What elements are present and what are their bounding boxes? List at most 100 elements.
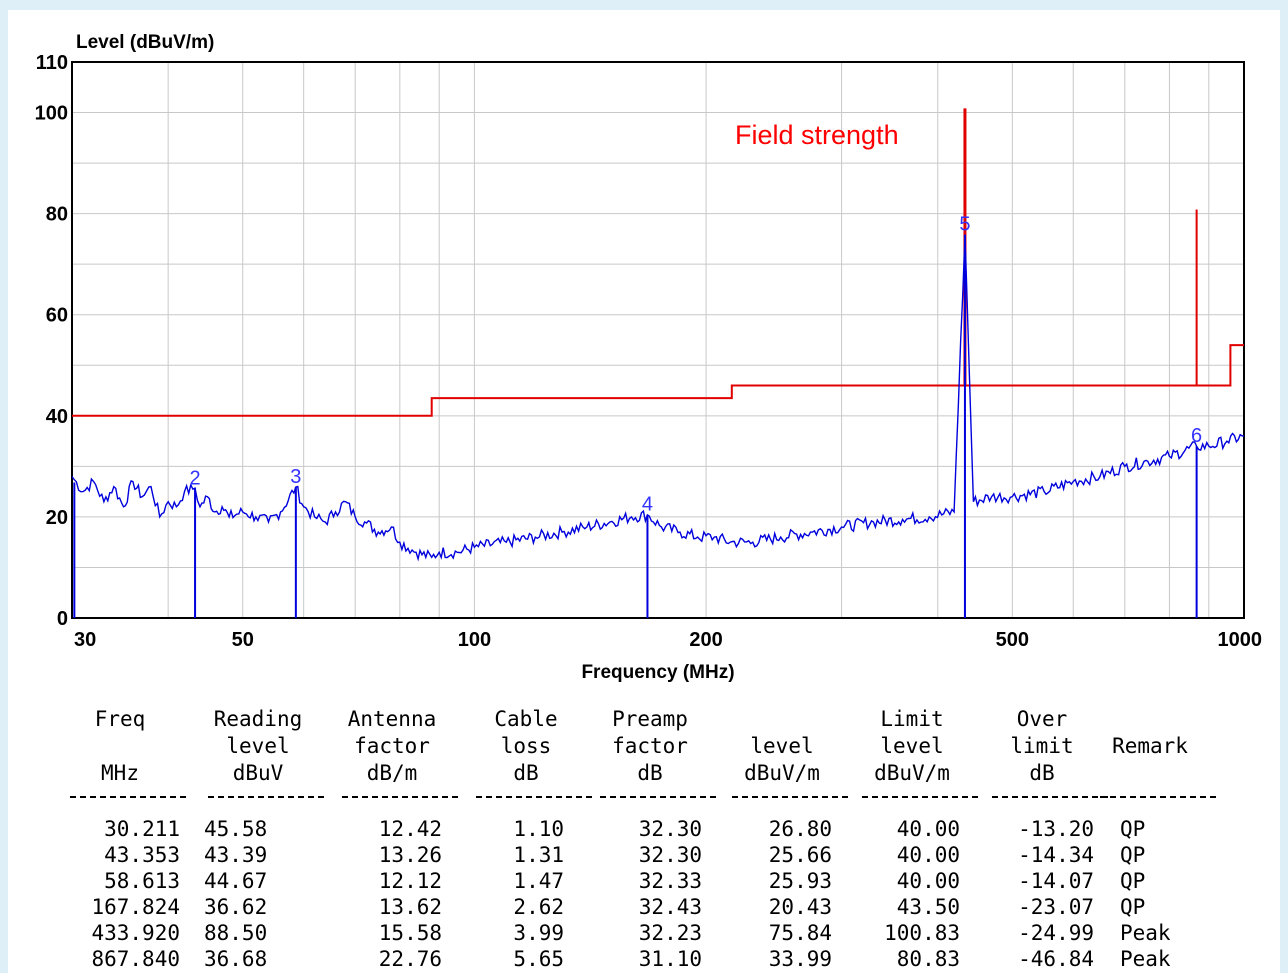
- table-row: 58.613 44.67 12.12 1.47 32.33 25.93 40.00 -14.0…: [8, 868, 1280, 894]
- header-cell: limit: [1010, 734, 1074, 758]
- table-cell: 45.58: [204, 817, 268, 841]
- table-cell: 32.30: [638, 843, 702, 867]
- header-col-0: Freq MHz: [68, 706, 172, 787]
- table-cell: 3.99: [513, 921, 564, 945]
- table-cell: 40.00: [896, 817, 960, 841]
- header-col-4: Preamp factor dB: [598, 706, 702, 787]
- table-cell: 32.30: [638, 817, 702, 841]
- table-cell: -24.99: [1018, 921, 1094, 945]
- header-cell: loss: [500, 734, 552, 758]
- header-cell: [1098, 706, 1202, 733]
- header-cell: dBuV: [232, 761, 284, 785]
- x-tick-label: 100: [458, 629, 491, 651]
- table-cell: 43.50: [896, 895, 960, 919]
- header-cell: dB: [513, 761, 539, 785]
- separator-dashes: [476, 796, 592, 798]
- table-cell: 100.83: [884, 921, 960, 945]
- header-col-5: level dBuV/m: [730, 706, 834, 787]
- marker-label: 4: [642, 494, 653, 516]
- x-tick-labels: 30 50 100 200 500 1000: [74, 629, 1262, 651]
- table-cell: 2.62: [513, 895, 564, 919]
- table-cell: 20.43: [768, 895, 832, 919]
- table-cell: -23.07: [1018, 895, 1094, 919]
- table-row: 43.353 43.39 13.26 1.31 32.30 25.66 40.00 -14.3…: [8, 842, 1280, 868]
- header-cell: factor: [612, 734, 688, 758]
- table-cell: 80.83: [896, 947, 960, 971]
- separator-dashes: [342, 796, 458, 798]
- table-cell: 58.613: [104, 869, 180, 893]
- table-cell: -14.34: [1018, 843, 1094, 867]
- separator-dashes: [862, 796, 978, 798]
- table-cell: QP: [1120, 817, 1146, 841]
- header-cell: level: [880, 734, 944, 758]
- header-cell: dB: [637, 761, 663, 785]
- x-tick-label: 50: [232, 629, 254, 651]
- table-cell: 433.920: [91, 921, 180, 945]
- table-cell: 25.66: [768, 843, 832, 867]
- limit-line-group: [72, 108, 1244, 417]
- header-cell: Limit: [880, 707, 944, 731]
- x-tick-label: 500: [996, 629, 1029, 651]
- header-col-7: Over limit dB: [990, 706, 1094, 787]
- marker-label: 6: [1191, 425, 1202, 447]
- separator-dashes: [70, 796, 186, 798]
- table-cell: 1.47: [513, 869, 564, 893]
- results-table: Freq MHz Reading level dBuV Antenna factor dB/m…: [8, 700, 1280, 973]
- x-tick-label: 1000: [1218, 629, 1263, 651]
- grid-lines: [72, 62, 1244, 618]
- table-cell: 32.43: [638, 895, 702, 919]
- table-cell: 43.39: [204, 843, 268, 867]
- table-cell: 40.00: [896, 869, 960, 893]
- y-tick-label: 20: [46, 507, 68, 529]
- header-cell: [1098, 760, 1202, 787]
- header-cell: level: [226, 734, 290, 758]
- y-tick-label: 80: [46, 204, 68, 226]
- table-cell: QP: [1120, 843, 1146, 867]
- separator-dashes: [1100, 796, 1216, 798]
- table-cell: QP: [1120, 895, 1146, 919]
- table-cell: 167.824: [91, 895, 180, 919]
- header-cell: Antenna: [347, 707, 437, 731]
- header-cell: dB: [1029, 761, 1055, 785]
- table-cell: 12.12: [378, 869, 442, 893]
- header-cell: Cable: [494, 707, 558, 731]
- table-cell: QP: [1120, 869, 1146, 893]
- table-row: 167.824 36.62 13.62 2.62 32.43 20.43 43.50 -23.…: [8, 894, 1280, 920]
- table-cell: 1.10: [513, 817, 564, 841]
- table-cell: 867.840: [91, 947, 180, 971]
- table-row: 867.840 36.68 22.76 5.65 31.10 33.99 80.83 -46.…: [8, 946, 1280, 972]
- table-cell: 15.58: [378, 921, 442, 945]
- separator-dashes: [208, 796, 324, 798]
- table-row: 433.920 88.50 15.58 3.99 32.23 75.84 100.83 -24…: [8, 920, 1280, 946]
- marker-label: 2: [189, 467, 200, 489]
- header-col-8: Remark: [1098, 706, 1202, 787]
- header-col-2: Antenna factor dB/m: [340, 706, 444, 787]
- table-cell: 30.211: [104, 817, 180, 841]
- table-cell: 36.68: [204, 947, 268, 971]
- table-cell: 22.76: [378, 947, 442, 971]
- table-cell: 13.62: [378, 895, 442, 919]
- header-cell: dBuV/m: [874, 761, 950, 785]
- x-axis-label: Frequency (MHz): [581, 662, 734, 683]
- header-cell: Preamp: [612, 707, 688, 731]
- header-cell: Over: [1016, 707, 1068, 731]
- plot-frame: [71, 61, 1245, 619]
- table-cell: 88.50: [204, 921, 268, 945]
- marker-label: 5: [959, 214, 970, 236]
- header-col-3: Cable loss dB: [474, 706, 578, 787]
- header-cell: Freq: [94, 707, 146, 731]
- table-cell: 40.00: [896, 843, 960, 867]
- header-cell: dBuV/m: [744, 761, 820, 785]
- separator-dashes: [732, 796, 848, 798]
- table-cell: 32.23: [638, 921, 702, 945]
- table-cell: 75.84: [768, 921, 832, 945]
- table-cell: 32.33: [638, 869, 702, 893]
- table-cell: 13.26: [378, 843, 442, 867]
- table-row: 30.211 45.58 12.42 1.10 32.30 26.80 40.00 -13.2…: [8, 816, 1280, 842]
- table-cell: 26.80: [768, 817, 832, 841]
- header-cell: Remark: [1112, 734, 1188, 758]
- table-cell: -46.84: [1018, 947, 1094, 971]
- y-tick-labels: 0 20 40 60 80 100 110: [35, 52, 68, 630]
